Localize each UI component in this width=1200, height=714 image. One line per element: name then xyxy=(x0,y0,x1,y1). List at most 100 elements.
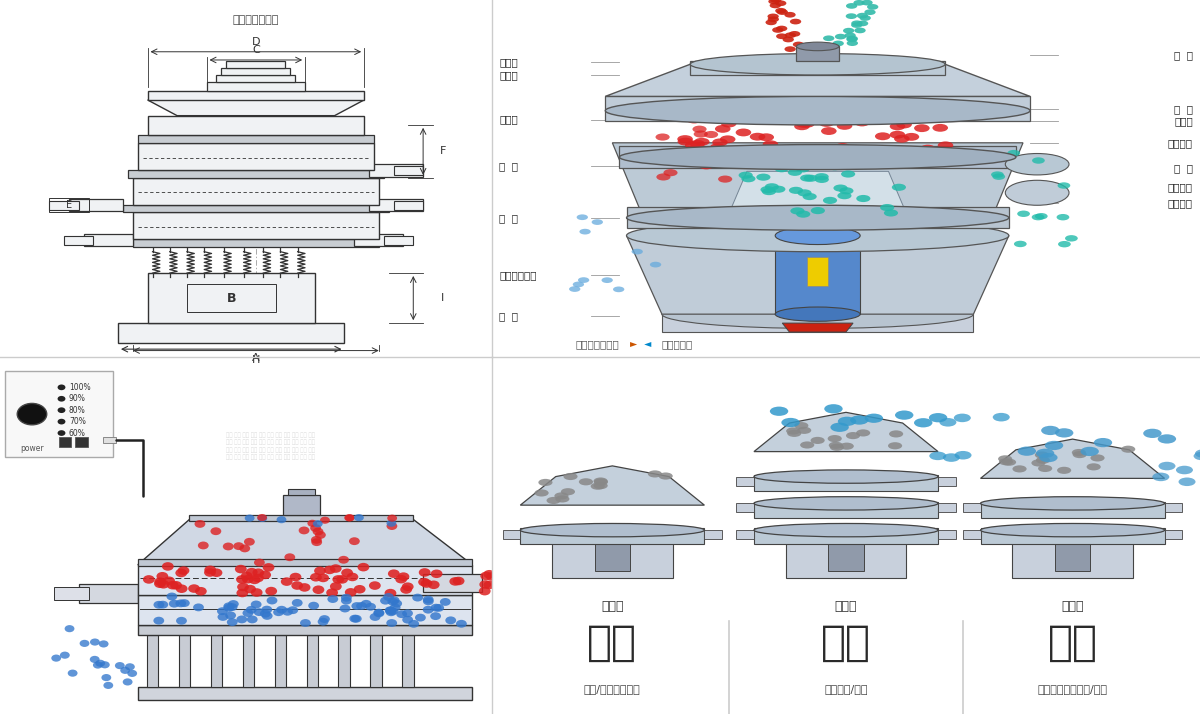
Circle shape xyxy=(836,122,852,130)
FancyBboxPatch shape xyxy=(828,543,864,571)
Circle shape xyxy=(862,0,872,6)
Text: 下部重锤: 下部重锤 xyxy=(1168,198,1193,208)
FancyBboxPatch shape xyxy=(1055,543,1091,571)
FancyBboxPatch shape xyxy=(1164,503,1182,513)
Circle shape xyxy=(282,608,293,615)
Circle shape xyxy=(776,9,788,15)
Polygon shape xyxy=(644,342,652,347)
Circle shape xyxy=(252,574,264,583)
Circle shape xyxy=(739,171,752,178)
Circle shape xyxy=(307,520,317,527)
FancyBboxPatch shape xyxy=(704,530,722,539)
Circle shape xyxy=(1013,466,1027,473)
Circle shape xyxy=(853,0,865,6)
Circle shape xyxy=(217,613,228,621)
FancyBboxPatch shape xyxy=(118,323,344,343)
Circle shape xyxy=(484,580,496,589)
Circle shape xyxy=(560,488,575,496)
Circle shape xyxy=(677,135,692,143)
FancyBboxPatch shape xyxy=(128,170,384,178)
Circle shape xyxy=(354,514,364,521)
Circle shape xyxy=(700,162,713,169)
Circle shape xyxy=(712,139,727,146)
Circle shape xyxy=(281,578,293,586)
Circle shape xyxy=(1176,466,1193,474)
Circle shape xyxy=(828,163,842,170)
Circle shape xyxy=(764,183,779,191)
Circle shape xyxy=(274,608,284,616)
Circle shape xyxy=(577,214,588,220)
Circle shape xyxy=(564,473,577,480)
Circle shape xyxy=(210,527,221,535)
Circle shape xyxy=(67,670,78,677)
Text: 分级: 分级 xyxy=(587,622,637,663)
Circle shape xyxy=(388,569,400,578)
Circle shape xyxy=(440,598,451,606)
Circle shape xyxy=(904,133,919,141)
Circle shape xyxy=(157,580,169,588)
Circle shape xyxy=(179,599,190,607)
Circle shape xyxy=(389,596,400,604)
Circle shape xyxy=(800,151,816,159)
Text: 60%: 60% xyxy=(68,428,85,438)
Circle shape xyxy=(227,603,238,611)
Circle shape xyxy=(824,404,842,413)
Circle shape xyxy=(772,27,784,33)
FancyBboxPatch shape xyxy=(503,530,521,539)
FancyBboxPatch shape xyxy=(68,199,122,211)
Text: 机  座: 机 座 xyxy=(499,311,518,321)
Text: 网  架: 网 架 xyxy=(1174,104,1193,114)
Text: 去除液体中的颗粒/异物: 去除液体中的颗粒/异物 xyxy=(1038,684,1108,694)
Circle shape xyxy=(167,581,179,590)
Ellipse shape xyxy=(980,523,1164,537)
Circle shape xyxy=(998,456,1013,463)
Circle shape xyxy=(178,566,190,575)
Text: 70%: 70% xyxy=(68,417,85,426)
Circle shape xyxy=(175,585,187,593)
Circle shape xyxy=(1194,452,1200,461)
Circle shape xyxy=(578,478,593,486)
Circle shape xyxy=(313,528,324,536)
FancyBboxPatch shape xyxy=(288,488,314,496)
Text: 去除异物/结块: 去除异物/结块 xyxy=(824,684,868,694)
Circle shape xyxy=(479,580,491,589)
Circle shape xyxy=(384,589,396,598)
Circle shape xyxy=(386,619,397,627)
Circle shape xyxy=(592,219,602,225)
Polygon shape xyxy=(630,342,637,347)
Circle shape xyxy=(385,608,396,616)
Circle shape xyxy=(310,524,322,532)
Circle shape xyxy=(704,131,718,138)
Circle shape xyxy=(655,134,670,141)
Circle shape xyxy=(590,483,605,490)
Circle shape xyxy=(418,578,430,586)
Ellipse shape xyxy=(626,220,1009,252)
Circle shape xyxy=(312,585,324,594)
FancyBboxPatch shape xyxy=(138,625,473,635)
Circle shape xyxy=(456,620,467,628)
Circle shape xyxy=(804,175,818,182)
Circle shape xyxy=(1007,150,1020,156)
Circle shape xyxy=(875,132,890,140)
FancyBboxPatch shape xyxy=(76,437,88,447)
Circle shape xyxy=(365,603,376,610)
Circle shape xyxy=(169,600,180,608)
Circle shape xyxy=(929,413,947,422)
Circle shape xyxy=(718,176,732,183)
Circle shape xyxy=(445,616,456,624)
Circle shape xyxy=(854,28,865,34)
Circle shape xyxy=(175,568,187,577)
Circle shape xyxy=(154,580,166,588)
Circle shape xyxy=(292,581,304,590)
Circle shape xyxy=(1072,449,1086,456)
Circle shape xyxy=(354,585,366,593)
Circle shape xyxy=(101,674,112,681)
Text: 筛  盘: 筛 盘 xyxy=(1174,163,1193,173)
Circle shape xyxy=(341,597,352,605)
Circle shape xyxy=(828,435,842,442)
Circle shape xyxy=(785,32,796,38)
Circle shape xyxy=(686,116,702,124)
Circle shape xyxy=(90,638,100,645)
Circle shape xyxy=(1057,467,1072,474)
Circle shape xyxy=(692,126,707,133)
